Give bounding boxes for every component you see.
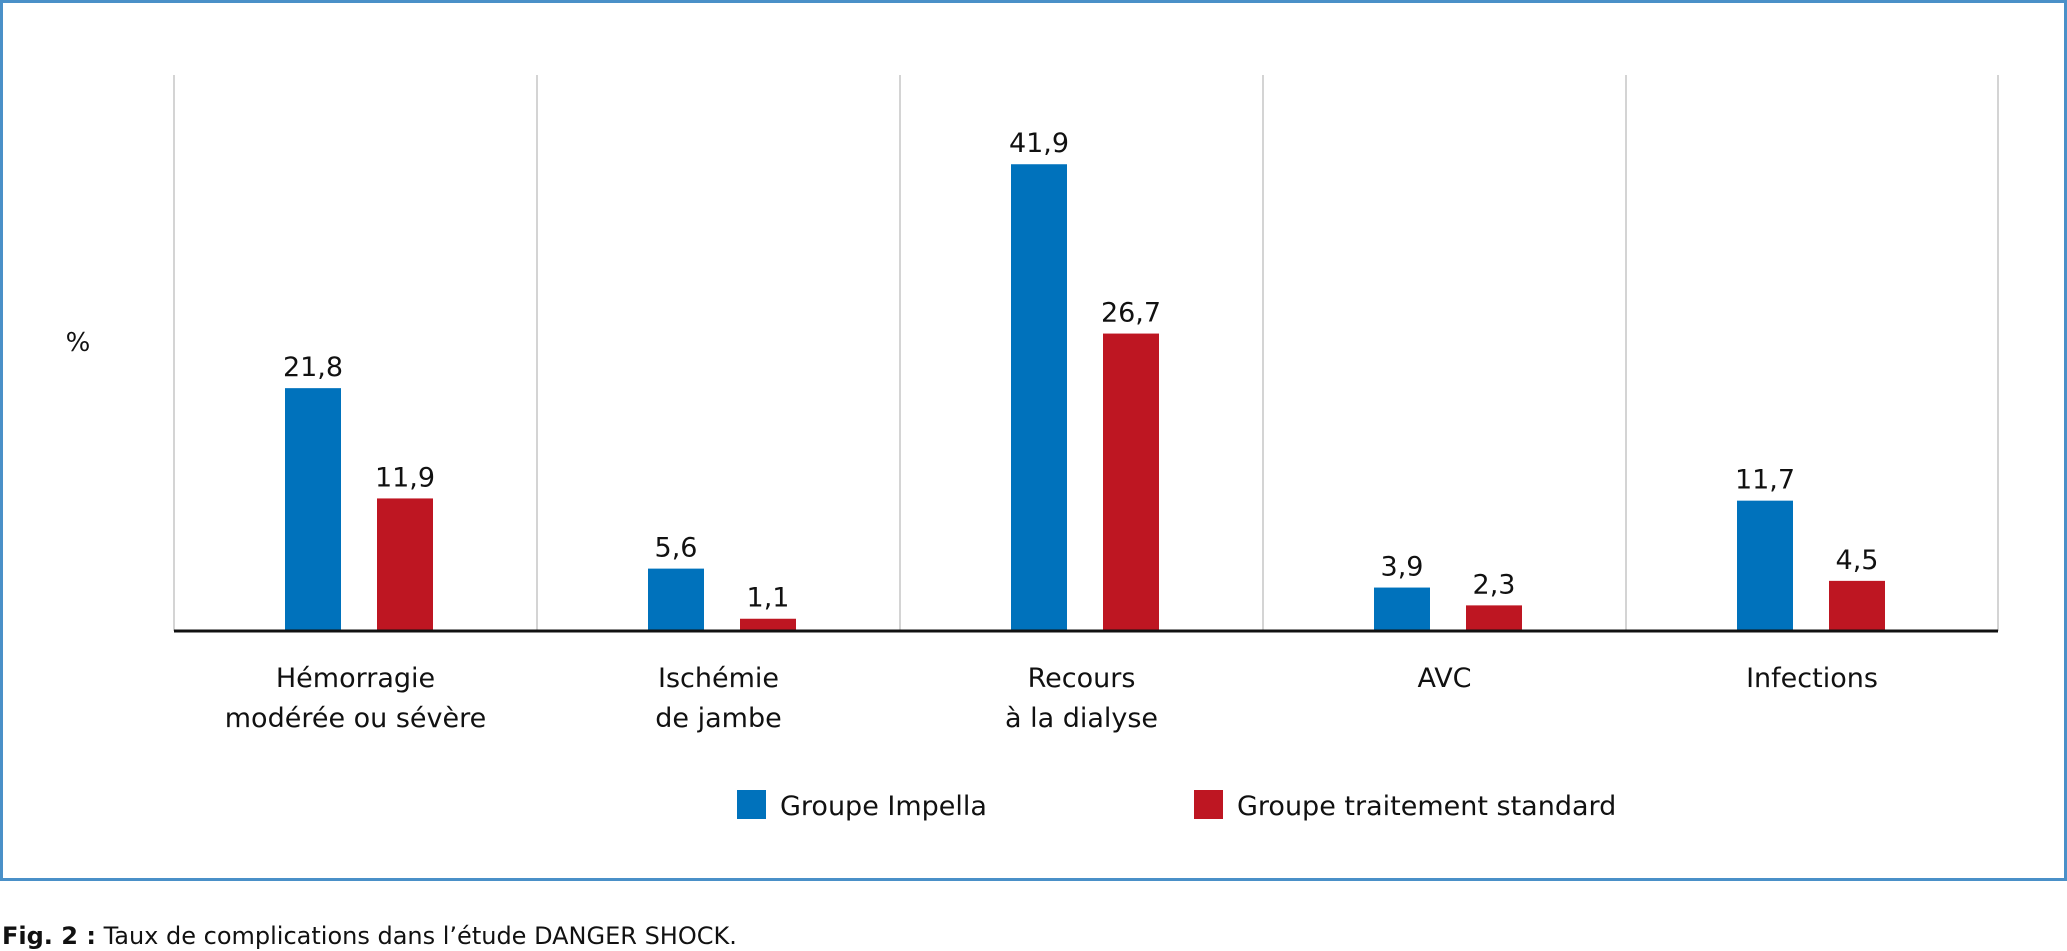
figure-caption: Fig. 2 : Taux de complications dans l’ét… xyxy=(2,922,737,950)
bar-series1-cat4 xyxy=(1829,580,1885,631)
category-label-0-line0: Hémorragie xyxy=(276,663,435,694)
bar-series0-cat2 xyxy=(1011,164,1067,631)
bar-chart: % 21,8 11,9 5,6 1,1 41,9 26,7 3,9 2,3 11,7 4,5 Hé… xyxy=(66,75,1999,822)
figure-frame: % 21,8 11,9 5,6 1,1 41,9 26,7 3,9 2,3 11,7 4,5 Hé… xyxy=(0,0,2067,881)
bar-series1-cat2 xyxy=(1103,333,1159,631)
legend-swatch-1 xyxy=(1194,790,1223,819)
data-label-series0-cat3: 3,9 xyxy=(1381,552,1424,583)
bar-series0-cat0 xyxy=(285,388,341,631)
legend: Groupe Impella Groupe traitement standard xyxy=(737,790,1616,822)
data-label-series1-cat0: 11,9 xyxy=(375,462,435,493)
data-label-series0-cat2: 41,9 xyxy=(1009,128,1069,159)
data-label-series0-cat4: 11,7 xyxy=(1735,465,1795,496)
category-label-4-line0: Infections xyxy=(1746,663,1878,694)
bar-series0-cat4 xyxy=(1737,500,1793,631)
data-label-series1-cat2: 26,7 xyxy=(1101,298,1161,329)
bar-series0-cat3 xyxy=(1374,587,1430,631)
data-label-series1-cat4: 4,5 xyxy=(1836,545,1879,576)
data-label-series0-cat0: 21,8 xyxy=(283,352,343,383)
category-label-1-line1: de jambe xyxy=(655,703,781,734)
bar-series1-cat1 xyxy=(740,618,796,631)
caption-label: Fig. 2 : xyxy=(2,922,96,950)
category-label-2-line0: Recours xyxy=(1028,663,1136,694)
grid-lines xyxy=(173,75,1999,631)
category-label-2-line1: à la dialyse xyxy=(1005,703,1158,734)
category-label-0-line1: modérée ou sévère xyxy=(225,703,486,734)
data-labels: 21,8 11,9 5,6 1,1 41,9 26,7 3,9 2,3 11,7 4,5 xyxy=(283,128,1879,614)
legend-label-1: Groupe traitement standard xyxy=(1237,791,1616,822)
caption-text: Taux de complications dans l’étude DANGE… xyxy=(95,922,737,950)
data-label-series1-cat1: 1,1 xyxy=(747,583,790,614)
y-axis-label: % xyxy=(66,328,91,358)
category-labels: Hémorragie modérée ou sévère Ischémie de ja… xyxy=(225,663,1878,734)
bars xyxy=(285,164,1885,631)
category-label-1-line0: Ischémie xyxy=(658,663,779,694)
legend-label-0: Groupe Impella xyxy=(780,791,987,822)
bar-series1-cat0 xyxy=(377,498,433,631)
data-label-series0-cat1: 5,6 xyxy=(655,533,698,564)
bar-series0-cat1 xyxy=(648,568,704,631)
legend-swatch-0 xyxy=(737,790,766,819)
data-label-series1-cat3: 2,3 xyxy=(1473,569,1516,600)
bar-series1-cat3 xyxy=(1466,605,1522,631)
category-label-3-line0: AVC xyxy=(1417,663,1471,694)
